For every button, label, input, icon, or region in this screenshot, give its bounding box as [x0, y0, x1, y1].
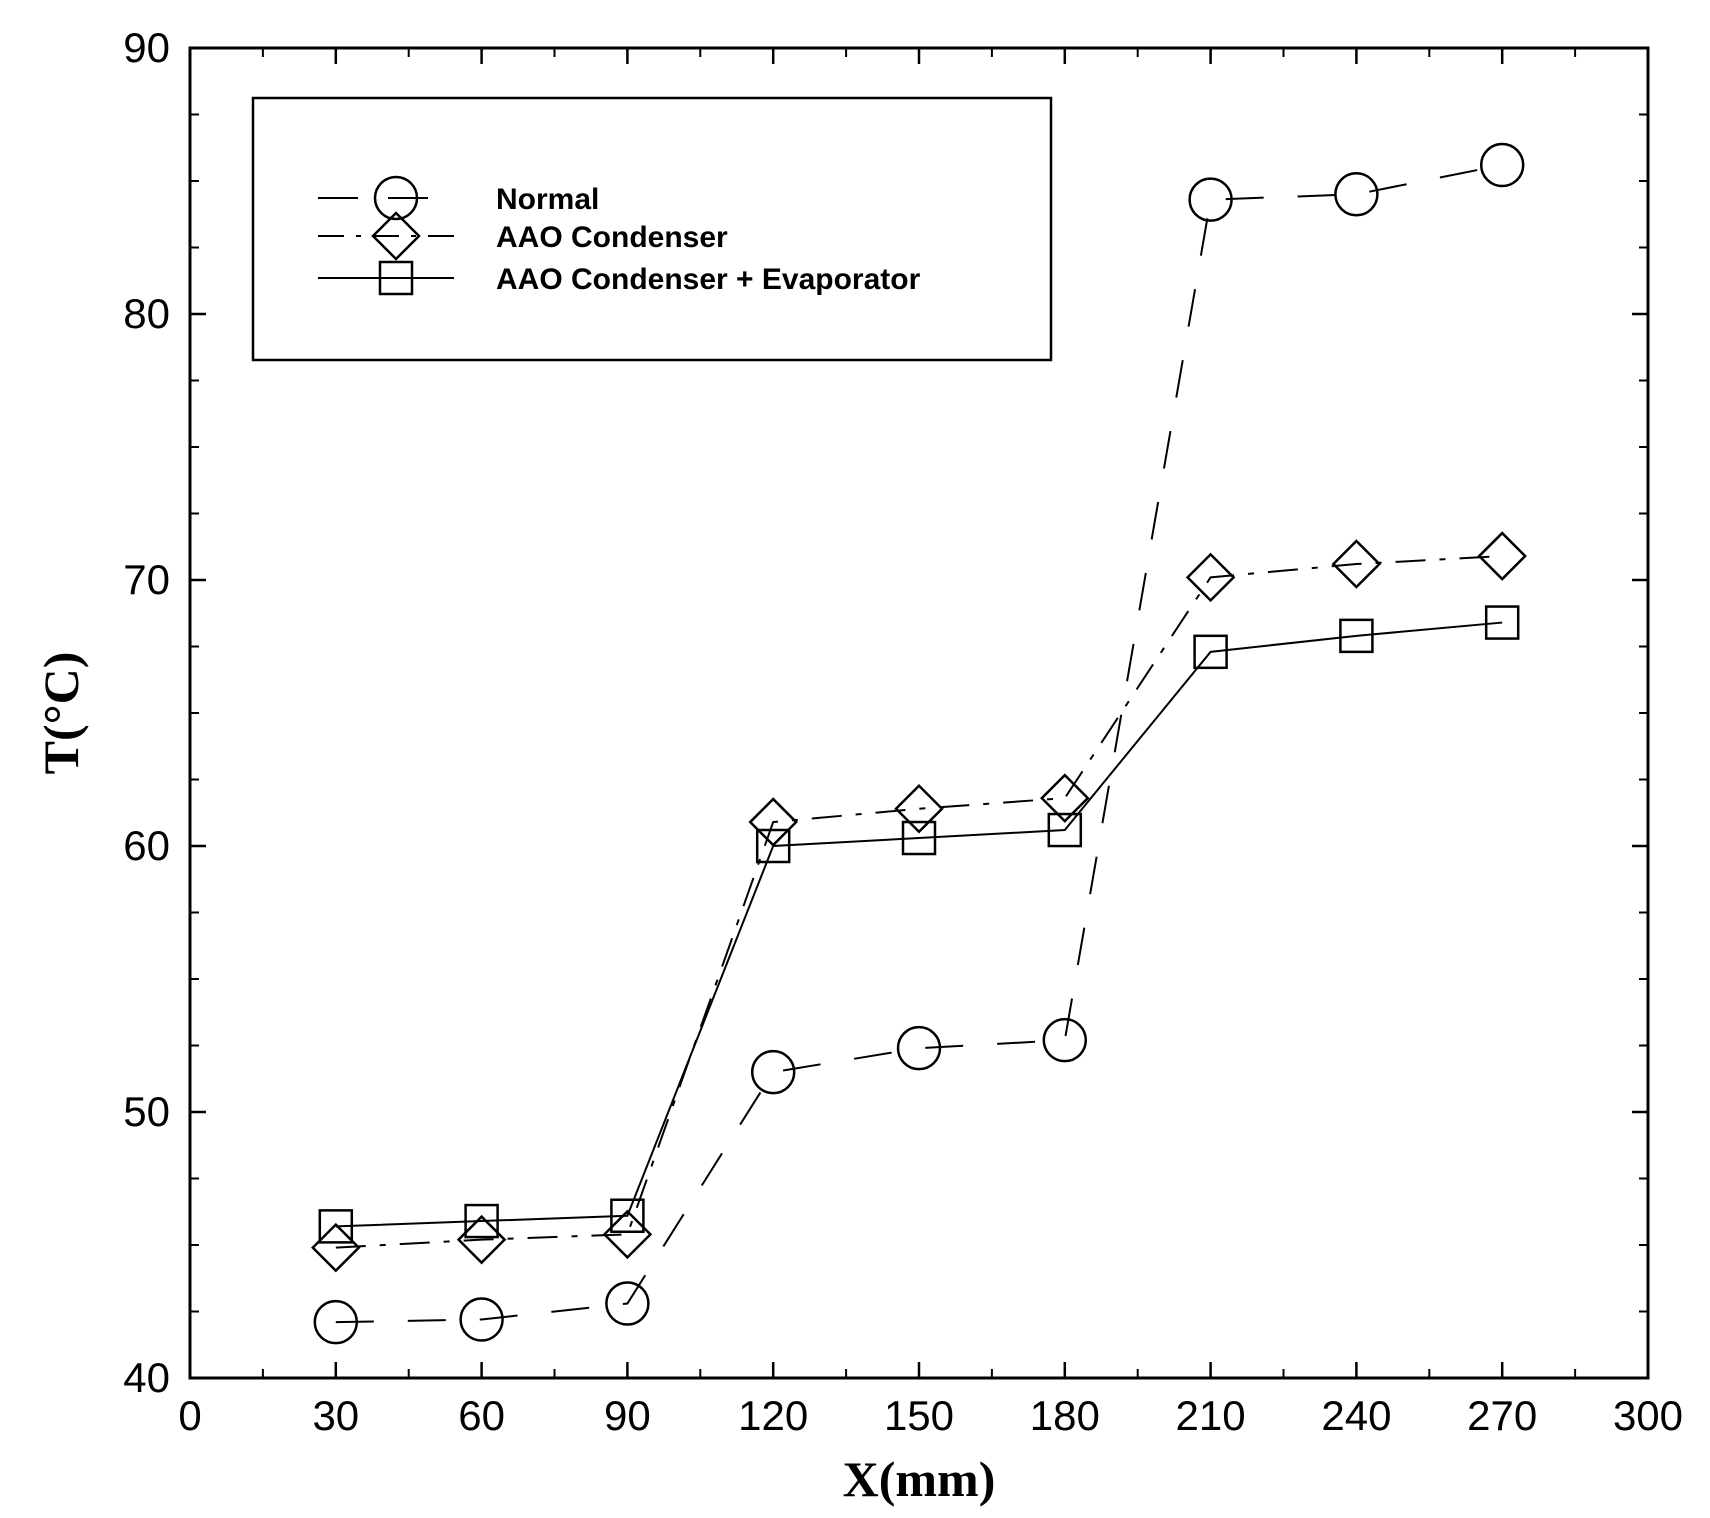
y-axis-title: T(°C): [33, 652, 89, 775]
series-group: [311, 142, 1527, 1345]
data-point-diamond: [1185, 552, 1236, 603]
legend-label: AAO Condenser: [496, 221, 728, 254]
series-square: [318, 605, 1520, 1244]
x-tick-label: 210: [1176, 1392, 1246, 1439]
x-tick-label: 180: [1030, 1392, 1100, 1439]
data-point-circle: [1042, 1017, 1088, 1063]
y-tick-label: 90: [123, 24, 170, 71]
data-point-square: [610, 1198, 645, 1233]
data-point-circle: [896, 1025, 942, 1071]
data-point-circle: [605, 1281, 650, 1326]
data-point-square: [1193, 634, 1228, 670]
x-axis-title: X(mm): [843, 1451, 996, 1507]
y-tick-label: 80: [123, 290, 170, 337]
data-point-circle: [313, 1299, 359, 1345]
axes: 0 30 60 90 120 150 180 210 240 270 300 40 50 60 70 80 90: [123, 24, 1683, 1439]
series-circle: [313, 142, 1525, 1345]
series-line: [335, 164, 1503, 1324]
data-point-circle: [1479, 142, 1525, 188]
y-tick-label: 60: [123, 822, 170, 869]
legend: Normal AAO Condenser AAO Condenser + Evapo…: [251, 96, 1053, 362]
legend-box: [251, 96, 1053, 362]
x-tick-label: 150: [884, 1392, 954, 1439]
x-tick-label: 120: [738, 1392, 808, 1439]
x-tick-label: 30: [312, 1392, 359, 1439]
x-tick-label: 0: [178, 1392, 201, 1439]
y-tick-label: 40: [123, 1354, 170, 1401]
data-point-square: [1484, 605, 1520, 640]
data-point-circle: [750, 1049, 796, 1095]
y-tick-label: 70: [123, 556, 170, 603]
legend-label: AAO Condenser + Evaporator: [496, 263, 921, 296]
data-point-circle: [459, 1297, 504, 1342]
x-tick-label: 300: [1613, 1392, 1683, 1439]
legend-label: Normal: [496, 183, 599, 216]
legend-marker-circle: [373, 175, 419, 221]
series-diamond: [311, 531, 1527, 1273]
data-point-diamond: [894, 783, 944, 834]
legend-marker-diamond: [371, 211, 421, 261]
data-point-square: [318, 1209, 354, 1244]
x-tick-label: 60: [458, 1392, 505, 1439]
data-point-diamond: [1331, 539, 1382, 589]
data-point-square: [464, 1203, 499, 1239]
legend-marker-square: [378, 260, 414, 296]
data-point-diamond: [1477, 531, 1527, 581]
y-tick-label: 50: [123, 1088, 170, 1135]
data-point-square: [901, 820, 937, 856]
data-point-square: [755, 828, 791, 864]
data-point-circle: [1188, 177, 1233, 222]
data-point-diamond: [1040, 773, 1090, 823]
series-line: [335, 555, 1503, 1249]
series-line: [335, 621, 1503, 1228]
data-point-square: [1047, 812, 1083, 848]
data-point-circle: [1334, 172, 1379, 217]
x-tick-label: 270: [1467, 1392, 1537, 1439]
x-tick-label: 90: [604, 1392, 651, 1439]
data-point-square: [1339, 618, 1374, 654]
x-tick-label: 240: [1321, 1392, 1391, 1439]
